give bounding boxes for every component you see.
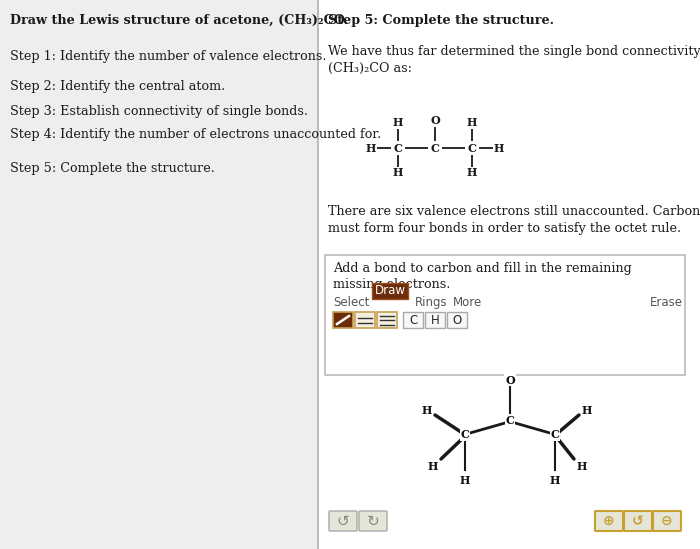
Text: H: H: [467, 117, 477, 128]
Text: (CH₃)₂CO as:: (CH₃)₂CO as:: [328, 62, 412, 75]
Text: C: C: [430, 143, 440, 154]
Text: C: C: [393, 143, 402, 154]
Text: More: More: [453, 296, 482, 309]
Text: Step 5: Complete the structure.: Step 5: Complete the structure.: [328, 14, 554, 27]
Text: Draw: Draw: [374, 284, 405, 298]
Text: H: H: [460, 475, 470, 486]
Text: Step 3: Establish connectivity of single bonds.: Step 3: Establish connectivity of single…: [10, 105, 308, 118]
Text: H: H: [577, 461, 587, 472]
FancyBboxPatch shape: [403, 312, 423, 328]
Text: missing electrons.: missing electrons.: [333, 278, 450, 291]
Text: There are six valence electrons still unaccounted. Carbon: There are six valence electrons still un…: [328, 205, 700, 218]
Text: We have thus far determined the single bond connectivity for: We have thus far determined the single b…: [328, 45, 700, 58]
Text: H: H: [550, 475, 560, 486]
FancyBboxPatch shape: [595, 511, 623, 531]
Text: Step 1: Identify the number of valence electrons.: Step 1: Identify the number of valence e…: [10, 50, 326, 63]
Text: ⊕: ⊕: [603, 514, 615, 528]
Text: Rings: Rings: [415, 296, 447, 309]
Text: Erase: Erase: [650, 296, 683, 309]
Text: Select: Select: [333, 296, 370, 309]
Text: C: C: [461, 429, 470, 440]
Text: C: C: [505, 414, 514, 425]
Text: C: C: [551, 429, 559, 440]
FancyBboxPatch shape: [318, 0, 700, 549]
FancyBboxPatch shape: [653, 511, 681, 531]
FancyBboxPatch shape: [377, 312, 397, 328]
FancyBboxPatch shape: [0, 0, 318, 549]
Text: H: H: [467, 167, 477, 178]
FancyBboxPatch shape: [624, 511, 652, 531]
Text: O: O: [452, 313, 461, 327]
Text: ↺: ↺: [337, 513, 349, 529]
Text: H: H: [366, 143, 376, 154]
Text: Add a bond to carbon and fill in the remaining: Add a bond to carbon and fill in the rem…: [333, 262, 631, 275]
Text: must form four bonds in order to satisfy the octet rule.: must form four bonds in order to satisfy…: [328, 222, 681, 235]
Text: H: H: [494, 143, 504, 154]
Text: H: H: [430, 313, 440, 327]
FancyBboxPatch shape: [372, 283, 408, 299]
FancyBboxPatch shape: [447, 312, 467, 328]
Text: ↺: ↺: [632, 514, 644, 528]
Text: C: C: [409, 313, 417, 327]
Text: H: H: [393, 117, 403, 128]
Text: ⊖: ⊖: [662, 514, 673, 528]
Text: Step 4: Identify the number of electrons unaccounted for.: Step 4: Identify the number of electrons…: [10, 128, 382, 141]
Text: H: H: [393, 167, 403, 178]
Text: Draw the Lewis structure of acetone, (CH₃)₂CO.: Draw the Lewis structure of acetone, (CH…: [10, 14, 349, 27]
FancyBboxPatch shape: [355, 312, 375, 328]
FancyBboxPatch shape: [359, 511, 387, 531]
Text: H: H: [428, 461, 438, 472]
Text: Step 5: Complete the structure.: Step 5: Complete the structure.: [10, 162, 215, 175]
Text: ↻: ↻: [367, 513, 379, 529]
FancyBboxPatch shape: [325, 255, 685, 375]
Text: Step 2: Identify the central atom.: Step 2: Identify the central atom.: [10, 80, 225, 93]
FancyBboxPatch shape: [333, 312, 353, 328]
Text: H: H: [422, 405, 432, 416]
Text: C: C: [468, 143, 477, 154]
Text: O: O: [505, 374, 515, 385]
FancyBboxPatch shape: [425, 312, 445, 328]
FancyBboxPatch shape: [329, 511, 357, 531]
Text: O: O: [430, 115, 440, 126]
Text: H: H: [582, 405, 592, 416]
